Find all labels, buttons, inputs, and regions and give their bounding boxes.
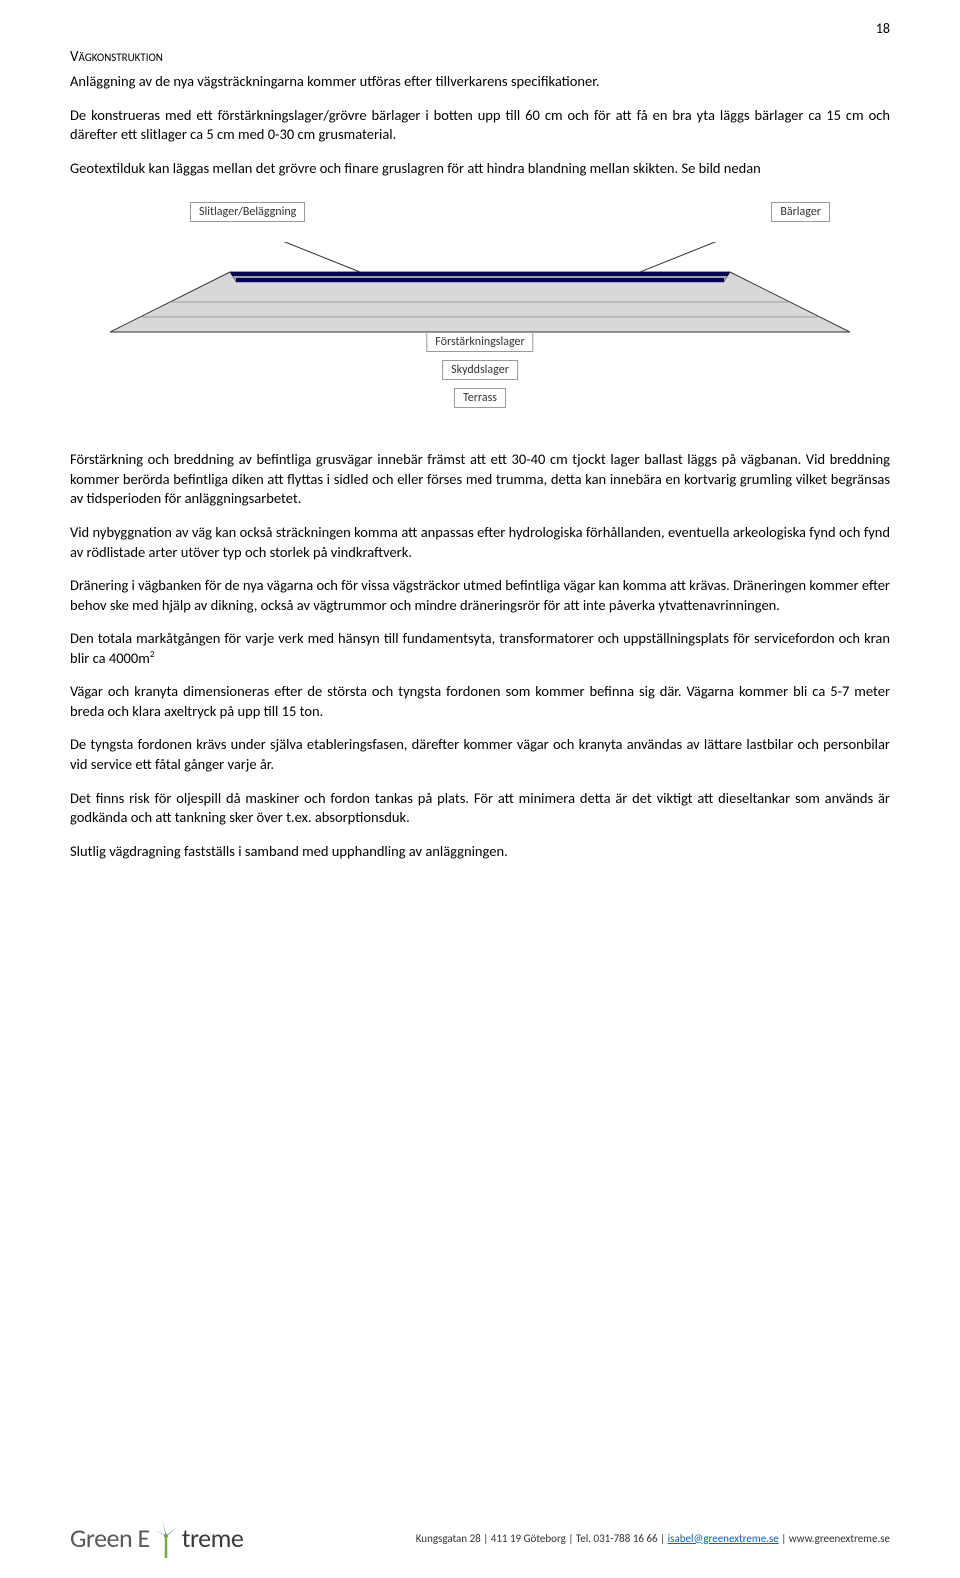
turbine-icon [152,1518,180,1558]
paragraph: Det finns risk för oljespill då maskiner… [70,789,890,828]
label-forstarkningslager: Förstärkningslager [426,332,533,352]
paragraph: De tyngsta fordonen krävs under själva e… [70,735,890,774]
page-number: 18 [876,20,890,37]
paragraph: Geotextilduk kan läggas mellan det grövr… [70,159,890,179]
logo-text-left: Green E [70,1522,150,1554]
logo-text-right: treme [182,1522,244,1554]
paragraph: Vid nybyggnation av väg kan också sträck… [70,523,890,562]
company-logo: Green E treme [70,1518,243,1558]
paragraph: Förstärkning och breddning av befintliga… [70,450,890,509]
paragraph: Vägar och kranyta dimensioneras efter de… [70,682,890,721]
section-heading: Vägkonstruktion [70,48,890,66]
footer-website: | www.greenextreme.se [779,1532,890,1545]
paragraph: Anläggning av de nya vägsträckningarna k… [70,72,890,92]
label-barlager: Bärlager [771,202,830,222]
paragraph: Dränering i vägbanken för de nya vägarna… [70,576,890,615]
paragraph: Slutlig vägdragning fastställs i samband… [70,842,890,862]
footer-email-link[interactable]: isabel@greenextreme.se [668,1532,779,1545]
label-terrass: Terrass [454,388,506,408]
footer-address: Kungsgatan 28 | 411 19 Göteborg | Tel. 0… [416,1532,668,1545]
paragraph: Den totala markåtgången för varje verk m… [70,629,890,668]
footer-contact: Kungsgatan 28 | 411 19 Göteborg | Tel. 0… [416,1532,890,1545]
paragraph-text: Den totala markåtgången för varje verk m… [70,629,890,667]
road-cross-section-diagram: Slitlager/Beläggning Bärlager Förstärkni… [70,202,890,422]
page-footer: Green E treme Kungsgatan 28 | 411 19 Göt… [70,1518,890,1558]
label-slitlager: Slitlager/Beläggning [190,202,305,222]
superscript: 2 [150,649,155,660]
paragraph: De konstrueras med ett förstärkningslage… [70,106,890,145]
label-skyddslager: Skyddslager [442,360,518,380]
